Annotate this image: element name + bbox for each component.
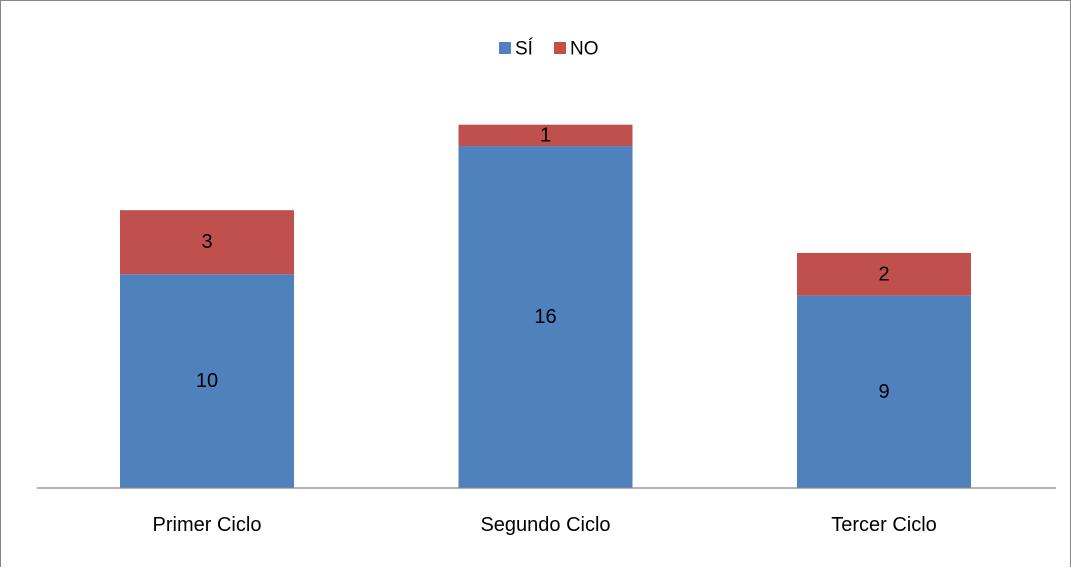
bar-si-1 [120, 274, 294, 488]
bar-si-2 [458, 146, 633, 489]
data-labels: 10 3 16 1 9 2 [196, 124, 890, 402]
bar-no-2 [458, 124, 633, 147]
bar-no-1 [120, 210, 294, 275]
data-label-si-3: 9 [878, 381, 889, 403]
legend-swatch-si [499, 42, 511, 54]
data-label-no-2: 1 [540, 124, 551, 146]
legend-label-si: SÍ [515, 39, 534, 60]
bar-no-3 [797, 252, 971, 296]
x-tick-labels: Primer Ciclo Segundo Ciclo Tercer Ciclo [153, 514, 937, 536]
legend: SÍ NO [499, 39, 599, 60]
data-label-si-2: 16 [534, 306, 556, 328]
x-tick-label: Tercer Ciclo [831, 514, 937, 536]
bars [120, 124, 971, 489]
x-tick-label: Segundo Ciclo [480, 514, 610, 536]
legend-label-no: NO [570, 39, 599, 60]
x-tick-label: Primer Ciclo [153, 514, 262, 536]
data-label-si-1: 10 [196, 370, 218, 392]
legend-swatch-no [554, 42, 566, 54]
data-label-no-3: 2 [878, 263, 889, 285]
bar-si-3 [797, 295, 971, 488]
data-label-no-1: 3 [201, 231, 212, 253]
